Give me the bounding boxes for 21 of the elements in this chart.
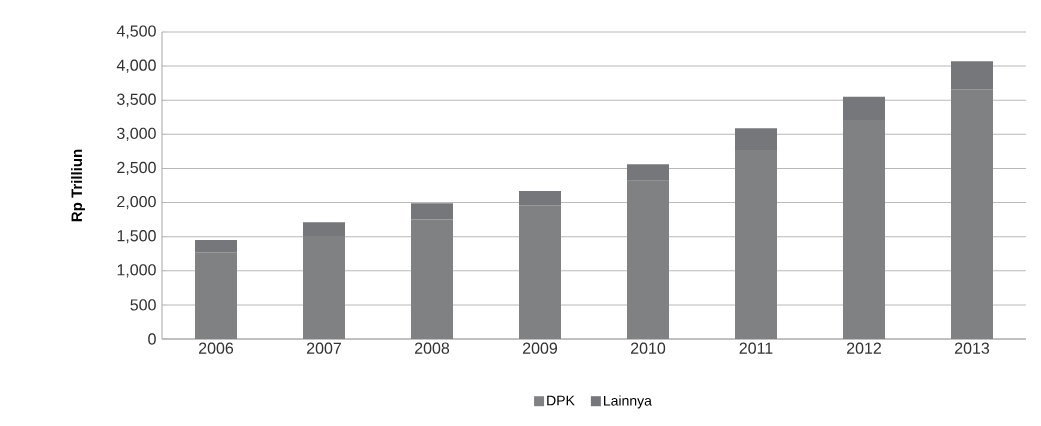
x-tick-label: 2010 <box>631 342 666 354</box>
y-tick-label: 2,500 <box>117 161 156 176</box>
y-tick-label: 2,000 <box>117 195 156 210</box>
x-tick-label: 2009 <box>523 342 558 354</box>
x-tick-label: 2012 <box>847 342 881 354</box>
y-tick-label: 4,000 <box>116 59 156 73</box>
y-axis-title: Rp Trilliun <box>71 149 86 222</box>
y-tick-label: 4,500 <box>116 25 156 39</box>
x-tick-label: 2006 <box>199 342 234 354</box>
y-tick-label: 3,000 <box>117 127 156 141</box>
x-tick-label: 2008 <box>415 342 450 354</box>
y-tick-label: 0 <box>148 333 156 345</box>
y-tick-label: 500 <box>130 299 156 311</box>
y-tick-label: 3,500 <box>117 93 156 107</box>
x-tick-label: 2007 <box>307 342 341 354</box>
legend-label: DPK <box>547 395 575 406</box>
legend-label: Lainnya <box>604 395 652 409</box>
x-tick-label: 2013 <box>955 342 990 354</box>
y-tick-label: 1,000 <box>117 264 156 278</box>
x-tick-label: 2011 <box>739 342 773 354</box>
y-tick-label: 1,500 <box>117 230 156 244</box>
